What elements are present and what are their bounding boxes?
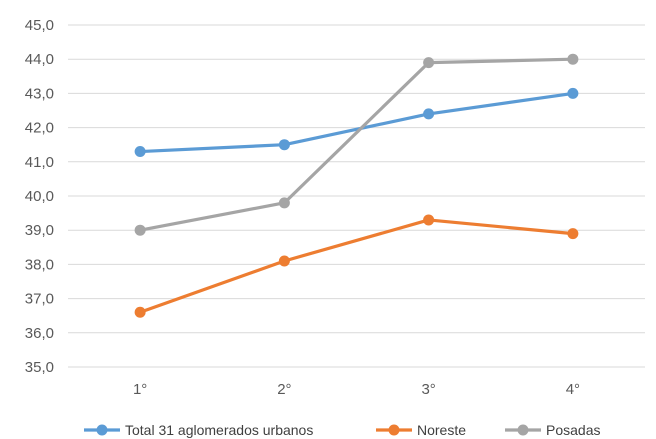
legend-label: Total 31 aglomerados urbanos [125,422,313,438]
data-point [278,255,290,267]
series-line [138,91,575,154]
y-axis-tick-labels: 35,0 36,0 37,0 38,0 39,0 40,0 41,0 42,0 43,0 44,0… [25,17,54,376]
gridlines [68,24,645,368]
y-tick-label: 42,0 [25,120,54,137]
data-point [567,228,579,240]
series-group [134,87,579,158]
data-point [278,139,290,151]
legend-item: Posadas [505,422,600,438]
legend-item: Total 31 aglomerados urbanos [84,422,313,438]
legend-label: Noreste [417,422,466,438]
y-tick-label: 39,0 [25,222,54,239]
y-tick-label: 41,0 [25,154,54,171]
x-tick-label: 2° [277,381,291,398]
x-tick-label: 4° [566,381,580,398]
x-tick-label: 1° [133,381,147,398]
legend-item: Noreste [376,422,466,438]
y-tick-label: 35,0 [25,359,54,376]
y-tick-label: 43,0 [25,85,54,102]
series-line [138,218,575,314]
data-point [423,214,435,226]
data-point [423,57,435,69]
legend-marker [388,424,400,436]
series-group [134,214,579,318]
y-tick-label: 36,0 [25,325,54,342]
data-point [423,108,435,120]
legend-marker [96,424,108,436]
series-group [134,53,579,236]
data-point [567,87,579,99]
legend-marker [517,424,529,436]
series-lines [134,53,579,318]
y-tick-label: 40,0 [25,188,54,205]
x-tick-label: 3° [421,381,435,398]
data-point [278,197,290,209]
x-axis-tick-labels: 1° 2° 3° 4° [133,381,580,398]
data-point [134,306,146,318]
legend-label: Posadas [546,422,600,438]
y-tick-label: 38,0 [25,256,54,273]
legend: Total 31 aglomerados urbanos Noreste Posad… [84,422,600,438]
series-line [138,57,575,232]
y-tick-label: 45,0 [25,17,54,34]
data-point [567,53,579,65]
data-point [134,224,146,236]
y-tick-label: 37,0 [25,291,54,308]
data-point [134,146,146,158]
y-tick-label: 44,0 [25,51,54,68]
